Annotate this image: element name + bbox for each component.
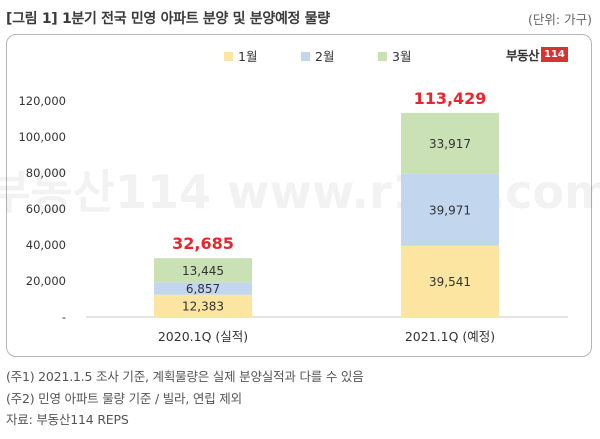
y-tick-label: 40,000 <box>26 238 66 252</box>
legend-label: 2월 <box>315 49 334 64</box>
bar-value-label: 12,383 <box>182 299 224 313</box>
bar-segment <box>154 258 252 283</box>
y-tick-label: 60,000 <box>26 202 66 216</box>
legend-label: 3월 <box>392 49 411 64</box>
y-tick-label: - <box>62 310 66 324</box>
y-tick-label: 120,000 <box>18 94 66 108</box>
legend-swatch <box>224 52 233 61</box>
bar-value-label: 13,445 <box>182 264 224 278</box>
bar-value-label: 39,971 <box>429 203 471 217</box>
legend-label: 1월 <box>238 49 257 64</box>
bar-value-label: 33,917 <box>429 137 471 151</box>
y-tick-label: 20,000 <box>26 274 66 288</box>
y-tick-label: 80,000 <box>26 166 66 180</box>
watermark-text: 부동산114 www.r114.com <box>0 165 600 219</box>
bar-segment <box>154 294 252 317</box>
footnote-source: 자료: 부동산114 REPS <box>6 412 129 427</box>
footnote-2: (주2) 민영 아파트 물량 기준 / 빌라, 연립 제외 <box>6 390 242 406</box>
footnotes: (주1) 2021.1.5 조사 기준, 계획물량은 실제 분양실적과 다를 수… <box>6 366 364 431</box>
x-category-label: 2021.1Q (예정) <box>405 329 495 344</box>
figure-header: [그림 1] 1분기 전국 민영 아파트 분양 및 분양예정 물량 (단위: 가… <box>6 8 596 30</box>
bar-segment <box>401 173 499 246</box>
bar-segment <box>154 282 252 295</box>
legend-swatch <box>301 52 310 61</box>
unit-label: (단위: 가구) <box>528 12 592 27</box>
y-tick-label: 100,000 <box>18 130 66 144</box>
bar-value-label: 6,857 <box>186 282 220 296</box>
bar-value-label: 39,541 <box>429 275 471 289</box>
brand-logo: 부동산 114 <box>506 46 568 63</box>
bar-segment <box>401 112 499 174</box>
footnote-1: (주1) 2021.1.5 조사 기준, 계획물량은 실제 분양실적과 다를 수… <box>6 369 364 384</box>
bar-total-label: 113,429 <box>414 89 487 108</box>
figure-title: [그림 1] 1분기 전국 민영 아파트 분양 및 분양예정 물량 <box>6 11 330 27</box>
bar-total-label: 32,685 <box>172 234 234 253</box>
bar-segment <box>401 245 499 317</box>
brand-name: 부동산 <box>506 47 540 63</box>
legend-swatch <box>378 52 387 61</box>
x-category-label: 2020.1Q (실적) <box>158 329 248 344</box>
brand-badge: 114 <box>541 46 568 62</box>
